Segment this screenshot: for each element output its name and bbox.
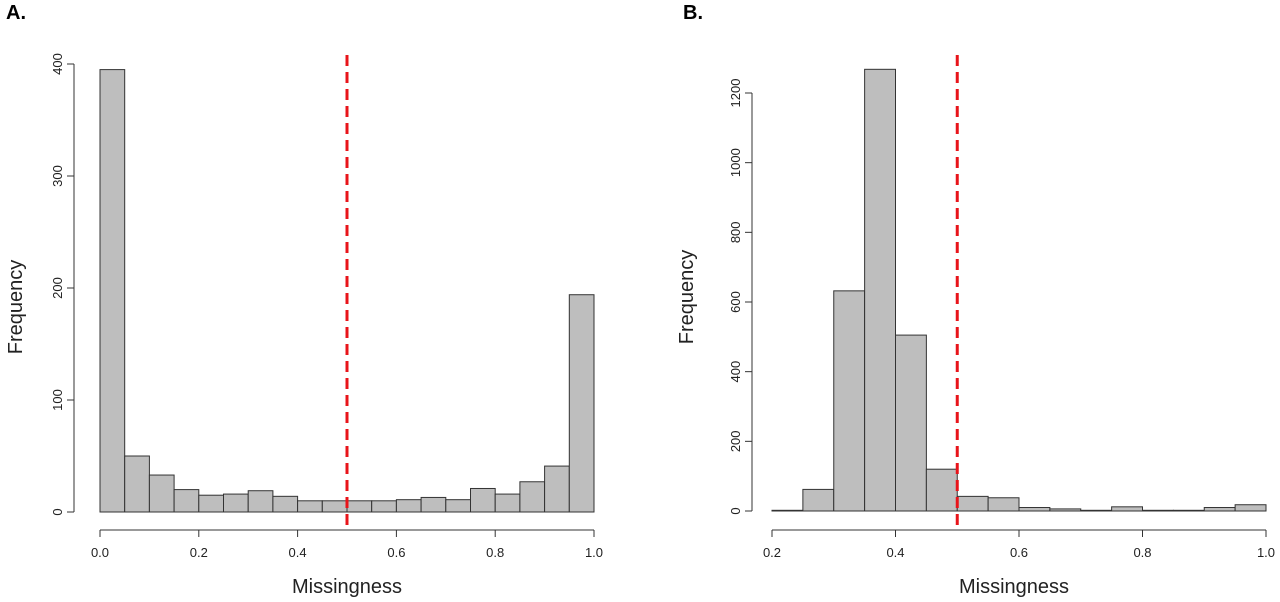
histogram-bar bbox=[148, 474, 175, 513]
x-tick-label: 0.8 bbox=[1133, 545, 1151, 560]
y-tick-label: 300 bbox=[50, 165, 65, 187]
x-tick-label: 0.4 bbox=[886, 545, 904, 560]
histogram-bar bbox=[395, 499, 422, 513]
panel-b-x-ticks: 0.2 0.4 0.6 0.8 1.0 bbox=[763, 530, 1275, 560]
panel-a-y-axis-title: Frequency bbox=[5, 260, 27, 355]
y-tick-label: 1000 bbox=[728, 148, 743, 177]
x-tick-label: 0.4 bbox=[289, 545, 307, 560]
y-tick-label: 800 bbox=[728, 221, 743, 243]
histogram-bar bbox=[1234, 504, 1267, 512]
histogram-bar bbox=[771, 509, 804, 512]
panel-b-y-ticks: 0 200 400 600 800 1000 1200 bbox=[728, 79, 752, 515]
histogram-bar bbox=[1018, 507, 1051, 512]
panel-a-x-axis-title: Missingness bbox=[292, 576, 402, 598]
histogram-bar bbox=[1080, 509, 1113, 512]
histogram-bar bbox=[445, 499, 471, 513]
histogram-bar bbox=[173, 489, 200, 513]
x-tick-label: 0.2 bbox=[190, 545, 208, 560]
histogram-bar bbox=[272, 495, 299, 513]
histogram-bar bbox=[802, 488, 835, 512]
histogram-bar bbox=[99, 69, 126, 513]
y-tick-label: 0 bbox=[50, 508, 65, 515]
histogram-bar bbox=[956, 495, 989, 512]
histogram-bar bbox=[321, 500, 348, 513]
y-tick-label: 100 bbox=[50, 389, 65, 411]
histogram-bar bbox=[1203, 507, 1236, 512]
x-tick-label: 0.2 bbox=[763, 545, 781, 560]
histogram-bar bbox=[864, 68, 896, 512]
panel-a-x-ticks: 0.0 0.2 0.4 0.6 0.8 1.0 bbox=[91, 530, 603, 560]
histogram-bar bbox=[1049, 508, 1082, 512]
histogram-bar bbox=[223, 493, 249, 513]
histogram-bar bbox=[124, 455, 150, 513]
histogram-bar bbox=[198, 494, 225, 513]
x-tick-label: 0.6 bbox=[1010, 545, 1028, 560]
y-tick-label: 0 bbox=[728, 507, 743, 514]
y-tick-label: 600 bbox=[728, 291, 743, 313]
y-tick-label: 1200 bbox=[728, 79, 743, 108]
panel-b-x-axis-title: Missingness bbox=[959, 576, 1069, 598]
panel-b: B. 0 200 400 600 800 1000 1200 0.2 0.4 0.6 0.8 1.0… bbox=[676, 2, 1275, 598]
x-tick-label: 1.0 bbox=[1257, 545, 1275, 560]
histogram-bar bbox=[987, 497, 1020, 512]
histogram-bar bbox=[568, 294, 595, 513]
histogram-bar bbox=[925, 468, 958, 512]
y-tick-label: 400 bbox=[50, 53, 65, 75]
histogram-bar bbox=[1111, 506, 1143, 512]
histogram-bar bbox=[247, 490, 274, 513]
panel-b-label: B. bbox=[683, 2, 703, 24]
histogram-bar bbox=[1172, 509, 1205, 512]
y-tick-label: 200 bbox=[728, 430, 743, 452]
histogram-bar bbox=[544, 465, 570, 513]
x-tick-label: 0.8 bbox=[486, 545, 504, 560]
panel-a-bars bbox=[99, 69, 595, 513]
histogram-bar bbox=[494, 493, 521, 513]
x-tick-label: 0.0 bbox=[91, 545, 109, 560]
panel-b-bars bbox=[771, 68, 1267, 512]
histogram-bar bbox=[519, 481, 546, 513]
panel-b-y-axis-title: Frequency bbox=[676, 250, 698, 345]
histogram-bar bbox=[833, 290, 866, 512]
panel-a-y-ticks: 0 100 200 300 400 bbox=[50, 53, 74, 516]
histogram-bar bbox=[420, 496, 447, 513]
histogram-bar bbox=[1142, 509, 1174, 512]
x-tick-label: 0.6 bbox=[387, 545, 405, 560]
y-tick-label: 200 bbox=[50, 277, 65, 299]
histogram-bar bbox=[895, 334, 927, 512]
histogram-bar bbox=[470, 487, 496, 513]
histogram-bar bbox=[346, 500, 373, 513]
histogram-bar bbox=[297, 500, 323, 513]
histogram-bar bbox=[371, 500, 397, 513]
panel-a: A. 0 100 200 300 400 0.0 0.2 0.4 0.6 0.8 1.0 Miss… bbox=[5, 2, 603, 598]
panel-a-label: A. bbox=[6, 2, 26, 24]
y-tick-label: 400 bbox=[728, 361, 743, 383]
x-tick-label: 1.0 bbox=[585, 545, 603, 560]
